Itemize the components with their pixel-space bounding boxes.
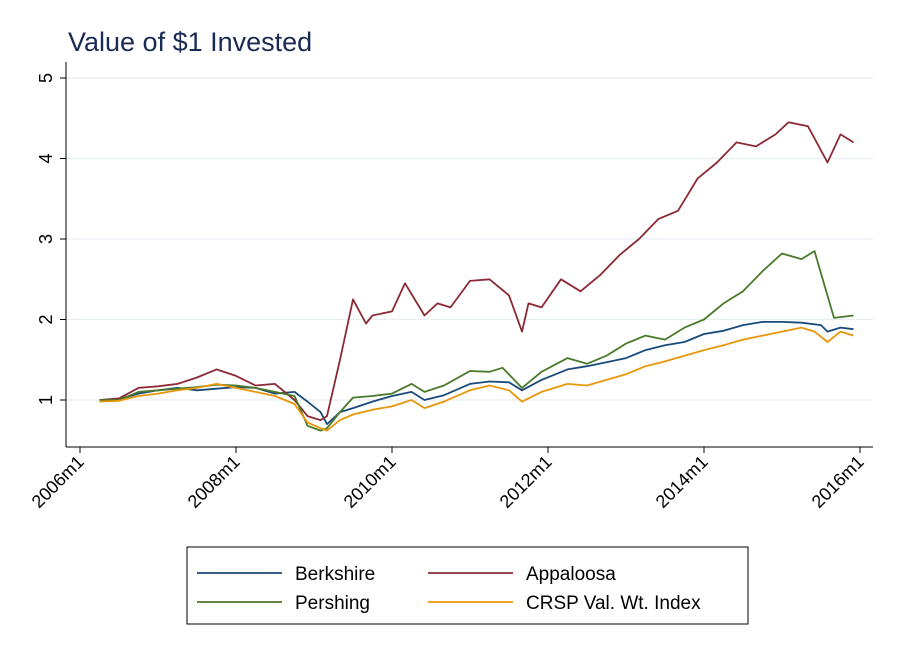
axes	[60, 62, 873, 453]
legend-label: Berkshire	[295, 564, 375, 585]
legend-label: CRSP Val. Wt. Index	[526, 593, 701, 614]
series-line-1	[99, 121, 854, 422]
y-tick-label: 4	[36, 153, 56, 163]
legend-item: Pershing	[197, 593, 370, 614]
legend-item: CRSP Val. Wt. Index	[428, 593, 701, 614]
series-lines	[99, 121, 854, 432]
chart-title: Value of $1 Invested	[68, 27, 312, 57]
series-line-3	[99, 326, 854, 432]
y-tick-label: 2	[36, 314, 56, 324]
legend-label: Pershing	[295, 593, 370, 614]
legend-item: Berkshire	[197, 564, 375, 585]
gridlines	[66, 77, 873, 401]
y-tick-label: 5	[36, 73, 56, 83]
y-tick-labels: 1 2 3 4 5	[36, 73, 56, 405]
legend: Berkshire Appaloosa Pershing CRSP Val. Wt. …	[186, 546, 749, 625]
legend-box	[186, 546, 749, 625]
legend-item: Appaloosa	[428, 564, 616, 585]
y-tick-label: 3	[36, 234, 56, 244]
legend-label: Appaloosa	[526, 564, 616, 585]
y-tick-label: 1	[36, 395, 56, 405]
series-line-2	[99, 250, 854, 432]
